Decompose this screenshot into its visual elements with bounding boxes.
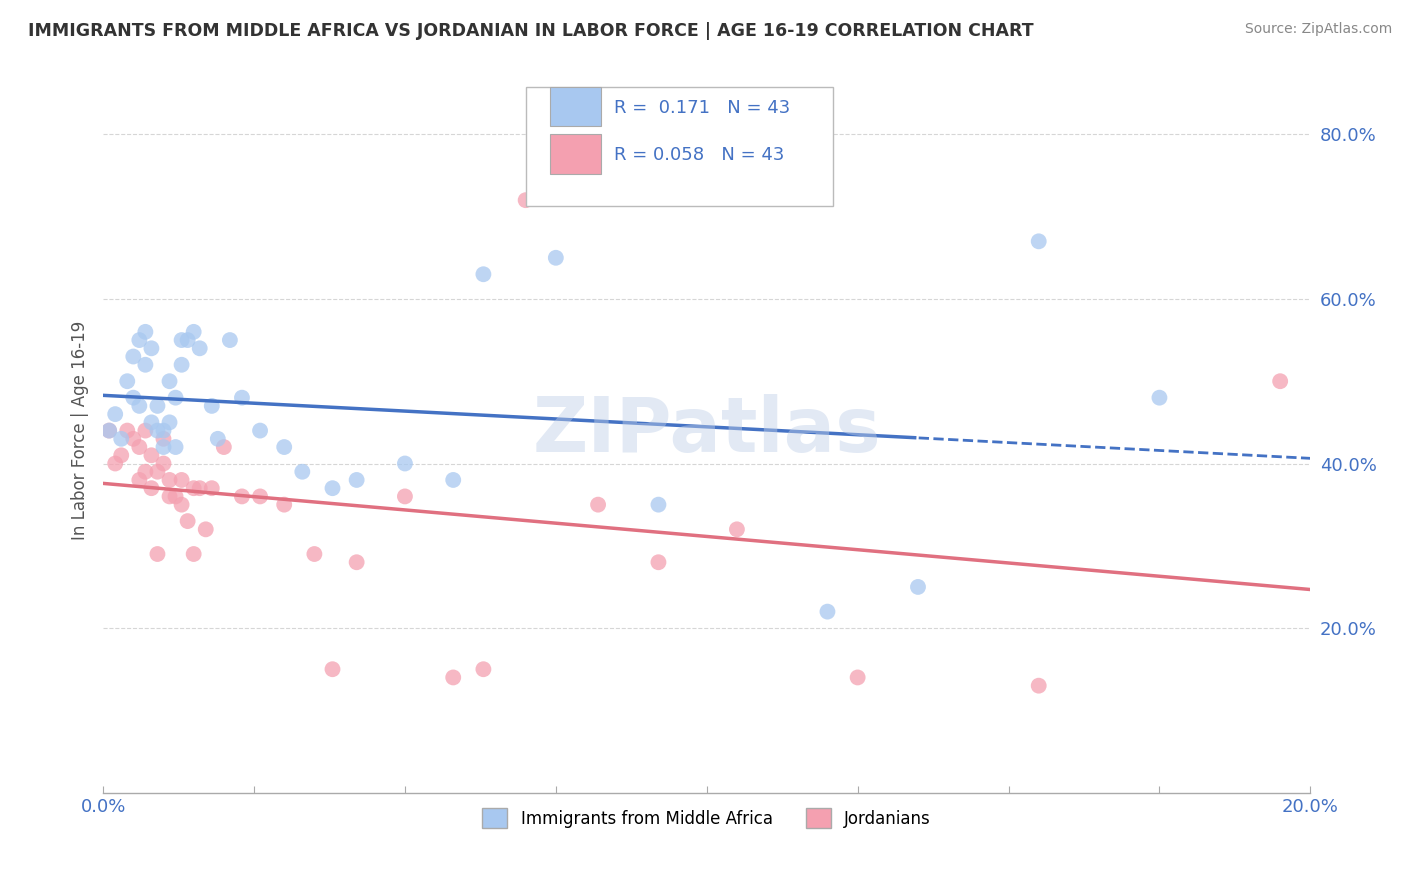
Point bbox=[291, 465, 314, 479]
Point bbox=[152, 440, 174, 454]
Point bbox=[141, 415, 163, 429]
Point bbox=[304, 547, 326, 561]
Point bbox=[176, 333, 198, 347]
Point bbox=[165, 440, 187, 454]
Point bbox=[817, 605, 839, 619]
Point bbox=[134, 358, 156, 372]
Point bbox=[134, 465, 156, 479]
Y-axis label: In Labor Force | Age 16-19: In Labor Force | Age 16-19 bbox=[72, 321, 89, 541]
Point bbox=[104, 407, 127, 421]
Point bbox=[219, 333, 242, 347]
FancyBboxPatch shape bbox=[550, 134, 600, 174]
Point bbox=[134, 325, 156, 339]
Point bbox=[183, 547, 205, 561]
Point bbox=[207, 432, 229, 446]
Point bbox=[104, 457, 127, 471]
Point bbox=[122, 350, 145, 364]
Point bbox=[146, 465, 169, 479]
FancyBboxPatch shape bbox=[550, 87, 600, 127]
Point bbox=[176, 514, 198, 528]
Point bbox=[141, 448, 163, 462]
Point bbox=[249, 424, 271, 438]
Point bbox=[159, 473, 181, 487]
Point bbox=[394, 490, 416, 504]
Point bbox=[231, 391, 253, 405]
Point bbox=[117, 374, 139, 388]
Point bbox=[141, 481, 163, 495]
Point bbox=[98, 424, 121, 438]
Point bbox=[647, 555, 669, 569]
Point bbox=[128, 399, 150, 413]
Text: R = 0.058   N = 43: R = 0.058 N = 43 bbox=[614, 146, 785, 164]
Point bbox=[152, 424, 174, 438]
Text: ZIPatlas: ZIPatlas bbox=[533, 393, 882, 467]
Point bbox=[321, 481, 343, 495]
Point bbox=[170, 333, 193, 347]
Point bbox=[231, 490, 253, 504]
Point bbox=[117, 424, 139, 438]
Point bbox=[1149, 391, 1171, 405]
Point bbox=[194, 522, 217, 536]
Point bbox=[146, 399, 169, 413]
Point bbox=[441, 473, 464, 487]
Point bbox=[110, 432, 132, 446]
Point bbox=[183, 481, 205, 495]
Point bbox=[165, 391, 187, 405]
Point bbox=[188, 481, 211, 495]
Point bbox=[122, 432, 145, 446]
Point bbox=[134, 424, 156, 438]
Text: IMMIGRANTS FROM MIDDLE AFRICA VS JORDANIAN IN LABOR FORCE | AGE 16-19 CORRELATIO: IMMIGRANTS FROM MIDDLE AFRICA VS JORDANI… bbox=[28, 22, 1033, 40]
Point bbox=[128, 440, 150, 454]
Point bbox=[201, 481, 224, 495]
Point bbox=[146, 424, 169, 438]
Point bbox=[128, 473, 150, 487]
Point bbox=[188, 341, 211, 355]
Point bbox=[725, 522, 748, 536]
Point bbox=[110, 448, 132, 462]
FancyBboxPatch shape bbox=[526, 87, 834, 206]
Point bbox=[273, 498, 295, 512]
Point bbox=[128, 333, 150, 347]
Point bbox=[1268, 374, 1291, 388]
Point bbox=[146, 547, 169, 561]
Text: Source: ZipAtlas.com: Source: ZipAtlas.com bbox=[1244, 22, 1392, 37]
Point bbox=[346, 473, 368, 487]
Point bbox=[515, 193, 537, 207]
Point bbox=[544, 251, 567, 265]
Point bbox=[907, 580, 929, 594]
Point bbox=[165, 490, 187, 504]
Point bbox=[586, 498, 609, 512]
Point bbox=[170, 498, 193, 512]
Point bbox=[273, 440, 295, 454]
Legend: Immigrants from Middle Africa, Jordanians: Immigrants from Middle Africa, Jordanian… bbox=[475, 801, 938, 835]
Point bbox=[321, 662, 343, 676]
Point bbox=[152, 457, 174, 471]
Point bbox=[170, 473, 193, 487]
Point bbox=[346, 555, 368, 569]
Point bbox=[472, 662, 495, 676]
Point bbox=[846, 670, 869, 684]
Point bbox=[159, 490, 181, 504]
Point bbox=[122, 391, 145, 405]
Point bbox=[183, 325, 205, 339]
Point bbox=[249, 490, 271, 504]
Point bbox=[159, 415, 181, 429]
Point bbox=[472, 267, 495, 281]
Point bbox=[212, 440, 235, 454]
Point bbox=[441, 670, 464, 684]
Text: R =  0.171   N = 43: R = 0.171 N = 43 bbox=[614, 99, 790, 118]
Point bbox=[98, 424, 121, 438]
Point bbox=[394, 457, 416, 471]
Point bbox=[170, 358, 193, 372]
Point bbox=[647, 498, 669, 512]
Point bbox=[152, 432, 174, 446]
Point bbox=[1028, 679, 1050, 693]
Point bbox=[1028, 235, 1050, 249]
Point bbox=[159, 374, 181, 388]
Point bbox=[201, 399, 224, 413]
Point bbox=[141, 341, 163, 355]
